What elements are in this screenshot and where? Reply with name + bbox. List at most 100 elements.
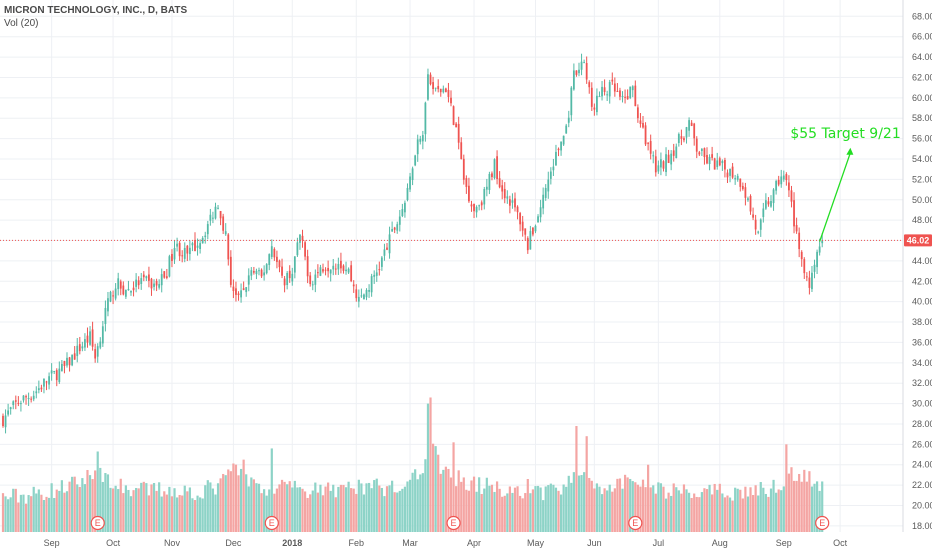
candle-body — [785, 174, 788, 181]
earnings-marker-label: E — [451, 518, 457, 528]
volume-label: Vol (20) — [4, 18, 38, 29]
candle-body — [803, 259, 806, 274]
candle-body — [475, 206, 478, 213]
volume-bar — [327, 482, 330, 532]
volume-bar — [590, 480, 593, 532]
x-tick-label: Dec — [225, 538, 242, 548]
volume-bar — [81, 478, 84, 532]
candle-body — [76, 345, 79, 357]
volume-bar — [741, 498, 744, 532]
candle-body — [63, 360, 66, 366]
volume-bar — [685, 489, 688, 532]
volume-bar — [465, 489, 468, 532]
volume-bar — [99, 467, 102, 532]
volume-bar — [744, 486, 747, 532]
candle-body — [542, 194, 545, 209]
volume-bar — [373, 480, 376, 532]
volume-bar — [260, 493, 263, 532]
candle-body — [199, 243, 202, 249]
volume-bar — [391, 480, 394, 532]
candle-body — [145, 276, 148, 279]
candle-body — [378, 269, 381, 271]
y-tick-label: 50.00 — [912, 195, 932, 205]
y-tick-label: 62.00 — [912, 72, 932, 82]
candle-body — [752, 214, 754, 218]
candle-body — [276, 256, 278, 262]
earnings-marker — [446, 515, 461, 531]
volume-bar — [434, 446, 437, 532]
volume-bar — [693, 493, 696, 532]
volume-bar — [716, 489, 719, 532]
volume-bar — [687, 492, 691, 532]
candle-body — [155, 280, 158, 286]
volume-bar — [798, 473, 801, 532]
volume-bar — [772, 479, 775, 532]
candle-body — [547, 179, 550, 192]
candle-body — [214, 206, 217, 219]
volume-bar — [639, 486, 642, 532]
volume-bar — [529, 493, 532, 532]
candle-body — [235, 288, 237, 295]
candle-body — [706, 154, 708, 164]
candle-body — [503, 188, 506, 199]
volume-bar — [600, 494, 604, 532]
volume-bar — [595, 483, 599, 532]
volume-bar — [160, 496, 163, 532]
volume-bar — [24, 503, 28, 532]
volume-bar — [762, 487, 765, 532]
candle-body — [468, 185, 470, 202]
x-tick-label: Oct — [833, 538, 848, 548]
volume-bar — [810, 486, 814, 532]
candle-body — [360, 295, 363, 297]
volume-bar — [196, 495, 199, 532]
volume-bar — [813, 483, 816, 532]
volume-bar — [132, 490, 135, 532]
candle-body — [811, 272, 813, 290]
candle-body — [58, 368, 61, 382]
candle-body — [368, 290, 370, 292]
candle-body — [818, 246, 821, 253]
volume-bar — [158, 482, 161, 532]
candle-body — [209, 214, 212, 221]
candle-body — [337, 263, 340, 270]
candle-body — [112, 295, 114, 297]
candle-body — [365, 289, 368, 298]
candle-body — [319, 267, 322, 276]
candle-body — [357, 296, 360, 302]
candle-body — [496, 156, 498, 180]
earnings-marker — [815, 515, 830, 531]
candle-body — [460, 142, 463, 160]
volume-bar — [800, 481, 803, 532]
volume-bar — [117, 489, 120, 532]
volume-bar — [426, 403, 430, 532]
candle-body — [60, 363, 63, 372]
volume-bar — [636, 484, 639, 532]
y-tick-label: 44.00 — [912, 256, 932, 266]
x-tick-label: Apr — [467, 538, 481, 548]
volume-bar — [513, 487, 517, 532]
volume-bar — [511, 492, 514, 532]
candle-body — [488, 173, 491, 190]
candle-body — [324, 269, 327, 271]
candle-body — [424, 102, 427, 135]
volume-bar — [53, 497, 56, 532]
earnings-marker — [264, 515, 279, 531]
volume-bar — [352, 488, 355, 532]
volume-bar — [106, 474, 110, 532]
volume-bar — [641, 479, 645, 532]
volume-bar — [411, 472, 414, 532]
candle-body — [350, 265, 353, 282]
volume-bar — [634, 482, 637, 532]
x-tick-label: Jul — [653, 538, 665, 548]
candle-body — [759, 219, 762, 230]
volume-bar — [608, 484, 611, 532]
volume-bar — [375, 478, 378, 532]
volume-bar — [68, 481, 71, 532]
candle-body — [401, 209, 404, 216]
volume-bar — [12, 488, 15, 532]
earnings-marker-label: E — [819, 518, 825, 528]
volume-bar — [792, 480, 796, 532]
candle-body — [165, 276, 168, 278]
volume-bar — [508, 486, 511, 532]
y-tick-label: 66.00 — [912, 32, 932, 42]
